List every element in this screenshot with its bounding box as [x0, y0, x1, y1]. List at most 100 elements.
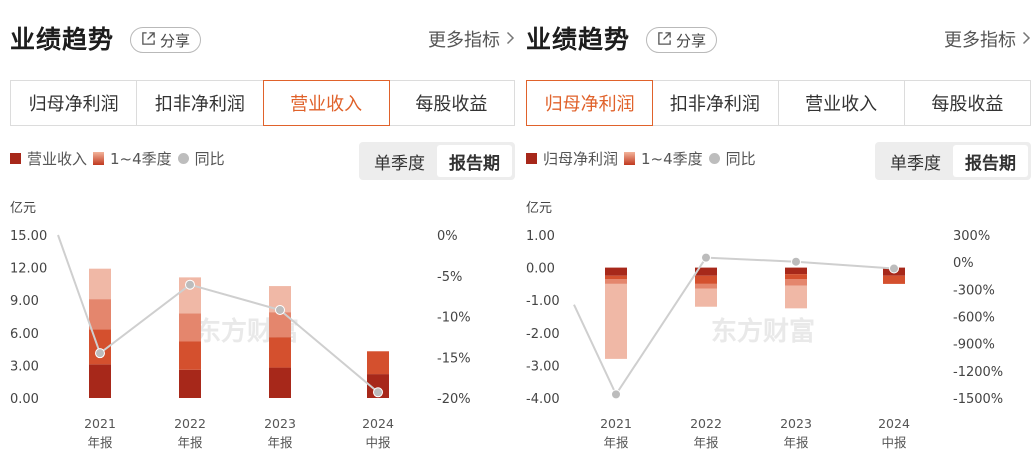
bar-segment-q3: [269, 312, 291, 338]
x-tick-sublabel: 年报: [267, 435, 293, 450]
tab-deducted-net-profit[interactable]: 扣非净利润: [137, 81, 264, 125]
x-tick-sublabel: 中报: [881, 435, 907, 450]
share-button[interactable]: 分享: [646, 27, 718, 53]
bar-segment-q4: [695, 288, 717, 307]
bar-segment-q3: [605, 279, 627, 284]
bar-segment-q1: [785, 267, 807, 275]
y-right-tick-label: -300%: [953, 283, 995, 298]
tab-net-profit[interactable]: 归母净利润: [11, 81, 138, 125]
yoy-point: [611, 389, 621, 400]
period-toggle: 单季度 报告期: [359, 142, 515, 180]
bar-segment-q1: [367, 374, 389, 398]
chevron-right-icon: [1022, 29, 1031, 50]
y-right-tick-label: -900%: [953, 338, 995, 353]
bar-segment-q2: [695, 275, 717, 284]
bar-segment-q2: [269, 337, 291, 368]
share-icon: [657, 31, 672, 50]
x-tick-label: 2022: [174, 416, 206, 431]
y-right-tick-label: -1500%: [953, 392, 1003, 407]
tab-deducted-net-profit[interactable]: 扣非净利润: [652, 81, 779, 125]
y-left-tick-label: -1.00: [526, 294, 560, 309]
x-tick-label: 2023: [780, 416, 812, 431]
tab-eps[interactable]: 每股收益: [931, 94, 1004, 115]
x-tick-label: 2024: [878, 416, 910, 431]
y-left-tick-label: -4.00: [526, 392, 560, 407]
yoy-point: [373, 387, 383, 398]
y-right-tick-label: -10%: [437, 311, 471, 326]
y-right-tick-label: -20%: [437, 392, 471, 407]
legend-yoy: 同比: [194, 150, 225, 168]
bar-segment-q2: [179, 341, 201, 370]
bar-segment-q4: [605, 283, 627, 359]
y-right-tick-label: -1200%: [953, 365, 1003, 380]
net-profit-chart: 亿元 1.00 0.00 -1.00 -2.00 -3.00 -4.00 300% 0% -300…: [526, 201, 1003, 450]
revenue-chart: 亿元 15.00 12.00 9.00 6.00 3.00 0.00 0% -5% -10% -15…: [10, 201, 471, 450]
bar-segment-q1: [695, 267, 717, 276]
bar-segment-q2: [605, 275, 627, 280]
period-toggle: 单季度 报告期: [875, 142, 1031, 180]
share-label: 分享: [676, 31, 707, 50]
legend-quarters: 1~4季度: [110, 150, 172, 168]
watermark-text: 东方财富: [711, 316, 815, 347]
y-left-tick-label: -3.00: [526, 359, 560, 374]
bar-segment-q2: [785, 274, 807, 280]
panel-net-profit: 业绩趋势 分享 更多指标 归母净利润 扣非净利润 营业收入 每股收益 归母净利润…: [526, 0, 1031, 464]
y-left-tick-label: 0.00: [526, 262, 555, 277]
bar-segment-q3: [179, 313, 201, 342]
toggle-report-period[interactable]: 报告期: [437, 145, 512, 177]
share-label: 分享: [160, 31, 191, 50]
x-tick-sublabel: 年报: [177, 435, 203, 450]
bar-segment-q4: [89, 268, 111, 300]
y-right-tick-label: 0%: [437, 229, 458, 244]
y-left-tick-label: 0.00: [10, 392, 39, 407]
tab-revenue[interactable]: 营业收入: [262, 80, 390, 126]
share-button[interactable]: 分享: [130, 27, 202, 53]
yoy-point: [701, 252, 711, 263]
x-tick-sublabel: 年报: [693, 435, 719, 450]
tab-revenue[interactable]: 营业收入: [779, 81, 905, 125]
metric-tabs: 归母净利润 扣非净利润 营业收入 每股收益: [526, 80, 1031, 126]
y-left-tick-label: 1.00: [526, 229, 555, 244]
y-left-tick-label: 15.00: [10, 229, 47, 244]
bar-segment-q3: [695, 283, 717, 289]
toggle-single-quarter[interactable]: 单季度: [890, 153, 941, 174]
yoy-point: [95, 348, 105, 359]
more-metrics-link[interactable]: 更多指标: [428, 26, 515, 52]
x-tick-label: 2022: [690, 416, 722, 431]
legend-swatch-main: [10, 153, 21, 164]
metric-tabs: 归母净利润 扣非净利润 营业收入 每股收益: [10, 80, 515, 126]
legend-swatch-main: [526, 153, 537, 164]
y-right-tick-label: -5%: [437, 270, 462, 285]
y-right-tick-label: -600%: [953, 311, 995, 326]
y-left-tick-label: 12.00: [10, 262, 47, 277]
x-tick-sublabel: 年报: [87, 435, 113, 450]
more-metrics-link[interactable]: 更多指标: [944, 26, 1031, 52]
yoy-point: [185, 279, 195, 290]
legend-swatch-quarters: [624, 152, 636, 165]
yoy-point: [791, 256, 801, 267]
legend-main: 归母净利润: [543, 150, 619, 168]
tab-eps[interactable]: 每股收益: [415, 94, 488, 115]
bar-segment-q2: [367, 351, 389, 375]
bar-segment-q3: [785, 279, 807, 286]
y-axis-unit: 亿元: [10, 201, 36, 216]
toggle-report-period[interactable]: 报告期: [953, 145, 1028, 177]
legend-main: 营业收入: [27, 150, 88, 168]
bar-segment-q3: [89, 299, 111, 330]
x-tick-label: 2021: [84, 416, 116, 431]
panel-title: 业绩趋势: [10, 25, 115, 54]
x-tick-sublabel: 年报: [603, 435, 629, 450]
x-tick-label: 2023: [264, 416, 296, 431]
y-right-tick-label: -15%: [437, 351, 471, 366]
x-tick-label: 2024: [362, 416, 394, 431]
bar-segment-q1: [605, 267, 627, 276]
y-axis-unit: 亿元: [526, 201, 552, 216]
chevron-right-icon: [506, 29, 515, 50]
y-right-tick-label: 0%: [953, 256, 974, 271]
tab-net-profit[interactable]: 归母净利润: [526, 80, 654, 126]
legend-yoy: 同比: [725, 150, 756, 168]
chart-legend: 营业收入 1~4季度 同比: [10, 148, 225, 169]
x-tick-label: 2021: [600, 416, 632, 431]
bar-segment-q1: [179, 369, 201, 398]
toggle-single-quarter[interactable]: 单季度: [374, 153, 425, 174]
